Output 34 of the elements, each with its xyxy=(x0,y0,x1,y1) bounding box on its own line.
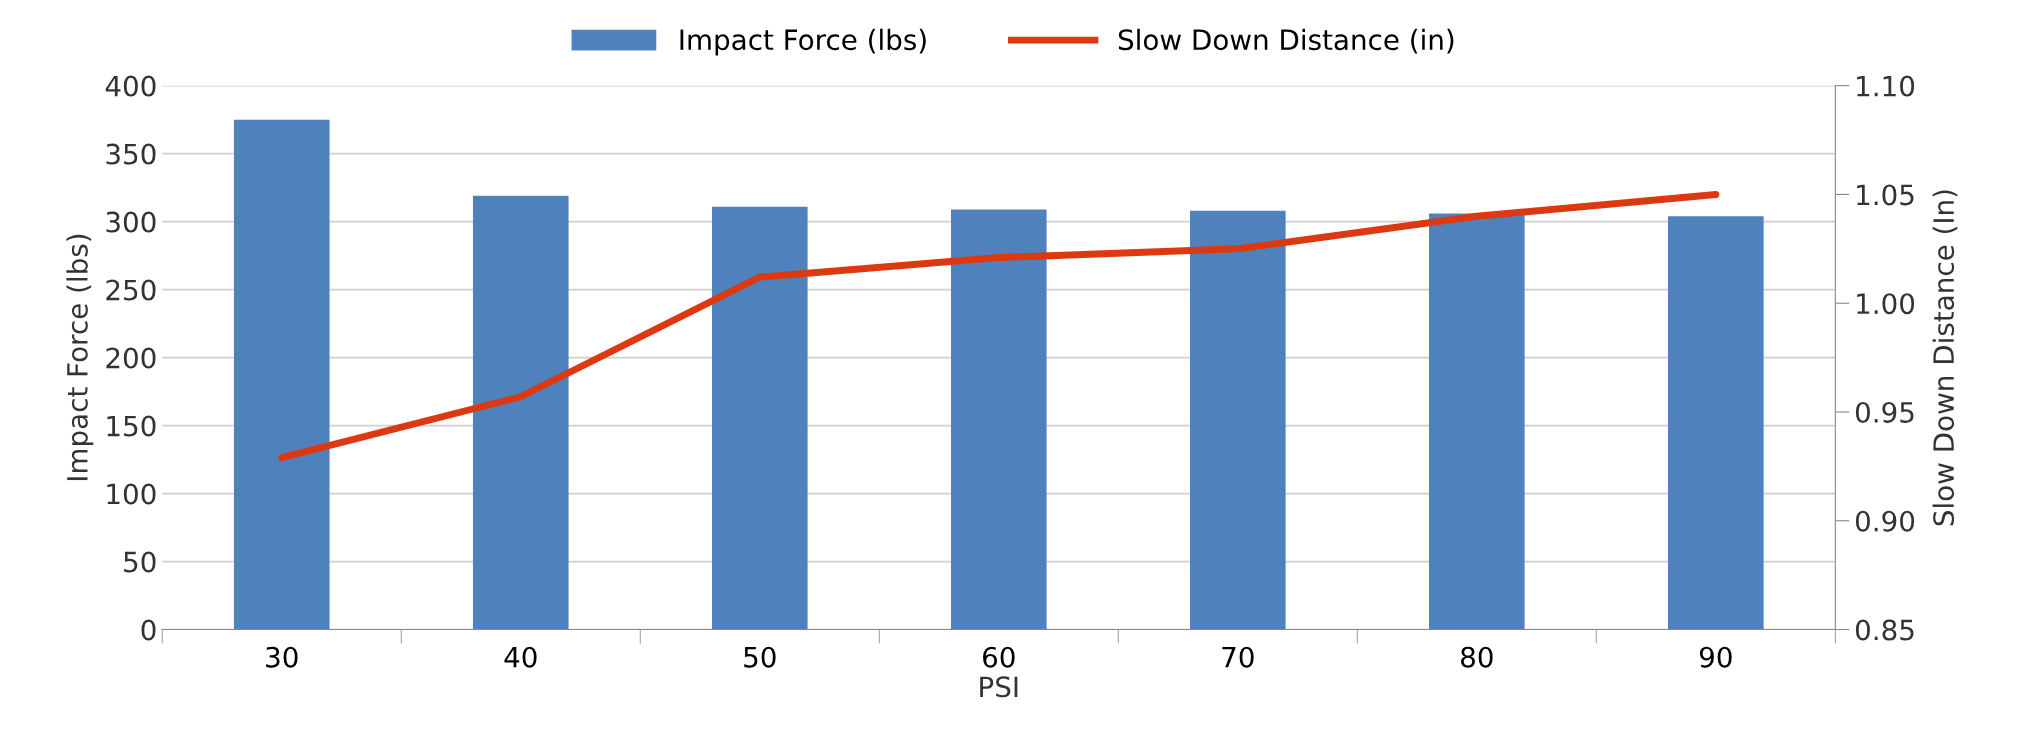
y-tick-label: 150 xyxy=(107,415,156,437)
y2-tick-label: 1.10 xyxy=(1857,75,1915,97)
x-tick-label: 70 xyxy=(1222,646,1254,668)
x-tick-label: 50 xyxy=(744,646,776,668)
x-tick-label: 40 xyxy=(504,646,537,668)
y-tick-label: 300 xyxy=(106,211,156,233)
y2-tick-label: 0.90 xyxy=(1855,510,1915,532)
bar xyxy=(233,119,330,630)
y2-tick-label: 0.85 xyxy=(1855,619,1914,641)
bar xyxy=(1190,210,1286,630)
x-tick-label: 30 xyxy=(266,646,298,668)
y-axis-title: Impact Force (lbs) xyxy=(66,234,94,481)
y-tick-label: 350 xyxy=(106,143,156,165)
legend-label: Slow Down Distance (in) xyxy=(1118,28,1454,54)
bar xyxy=(950,209,1047,630)
bar xyxy=(1668,216,1764,630)
bar xyxy=(1429,213,1525,630)
y-tick-label: 400 xyxy=(105,75,156,97)
x-tick-label: 90 xyxy=(1699,646,1732,668)
y-tick-label: 200 xyxy=(106,347,156,369)
y2-axis-title: Slow Down Distance (In) xyxy=(1932,190,1958,526)
y-tick-label: 50 xyxy=(124,551,156,573)
bar xyxy=(711,206,808,630)
x-axis-title: PSI xyxy=(980,676,1018,698)
x-tick-label: 80 xyxy=(1461,646,1493,668)
y2-tick-label: 0.95 xyxy=(1855,401,1914,423)
y-tick-label: 250 xyxy=(106,279,156,301)
bar xyxy=(472,195,569,630)
legend-label: Impact Force (lbs) xyxy=(680,28,926,56)
y-tick-label: 0 xyxy=(141,619,156,641)
y-tick-label: 100 xyxy=(107,483,156,505)
x-tick-label: 60 xyxy=(983,646,1015,668)
y2-tick-label: 1.05 xyxy=(1857,184,1914,206)
y2-tick-label: 1.00 xyxy=(1857,293,1915,315)
